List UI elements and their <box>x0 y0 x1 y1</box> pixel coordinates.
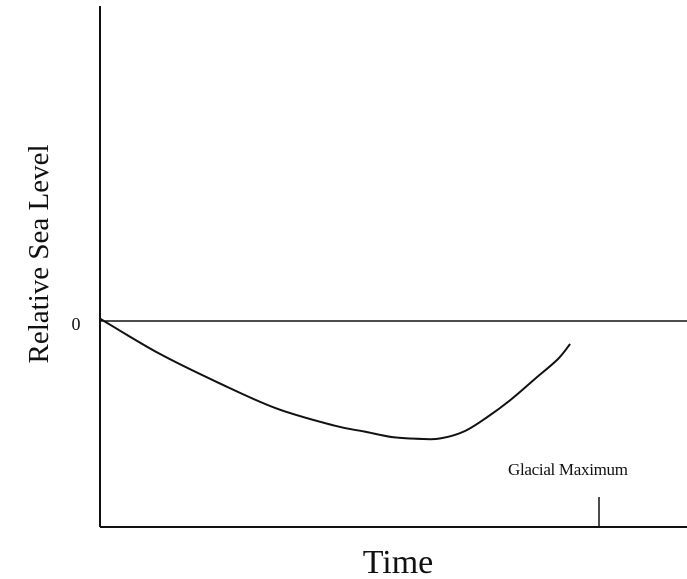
x-axis-label: Time <box>363 544 434 579</box>
glacial-maximum-label: Glacial Maximum <box>508 460 628 479</box>
series-layer <box>99 317 571 441</box>
y-axis-label: Relative Sea Level <box>23 144 55 363</box>
sea-level-curve-0 <box>99 317 571 441</box>
annotation-layer: Glacial Maximum <box>508 460 628 527</box>
y-tick-label-zero: 0 <box>72 314 81 334</box>
